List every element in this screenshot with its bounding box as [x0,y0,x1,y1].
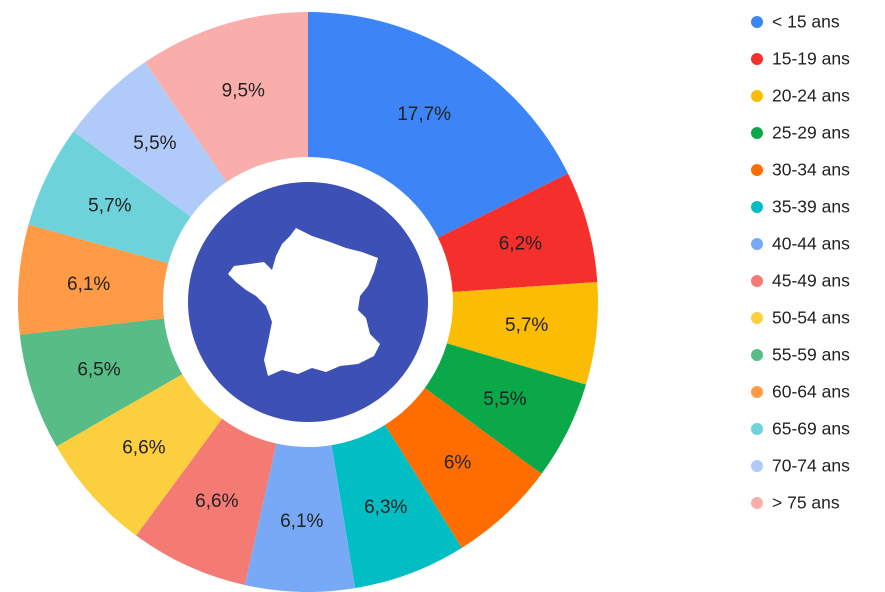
slice [384,387,542,548]
legend-swatch [751,90,763,102]
legend-swatch [751,53,763,65]
legend-label: 40-44 ans [772,234,850,254]
legend-label: 45-49 ans [772,271,850,291]
legend-swatch [751,349,763,361]
slice-label: 6,1% [280,511,323,532]
slice [244,443,356,592]
legend: < 15 ans 15-19 ans 20-24 ans 25-29 ans 30-34… [751,12,850,513]
slice [446,281,598,385]
legend-label: > 75 ans [772,493,840,513]
legend-label: 65-69 ans [772,419,850,439]
slice-label: 6,1% [67,274,110,295]
legend-swatch [751,460,763,472]
slice [424,343,586,474]
legend-swatch [751,201,763,213]
slice [73,62,227,217]
legend-swatch [751,164,763,176]
legend-label: 55-59 ans [772,345,850,365]
legend-swatch [751,275,763,287]
slice [19,318,183,447]
legend-label: 50-54 ans [772,308,850,328]
slice [56,374,223,536]
legend-swatch [751,16,763,28]
slice-label: 6,3% [364,497,407,518]
slice [308,12,569,238]
legend-swatch [751,312,763,324]
legend-label: < 15 ans [772,12,840,32]
legend-swatch [751,238,763,250]
legend-label: 60-64 ans [772,382,850,402]
slice-label: 6,5% [77,360,120,381]
france-map [228,228,380,376]
slice-label: 6,2% [499,234,542,255]
legend-swatch [751,497,763,509]
legend-swatch [751,127,763,139]
slice [331,424,462,589]
slice-label: 5,7% [88,195,131,216]
slice [17,224,169,335]
slice-label: 6% [444,452,472,473]
slice-label: 17,7% [397,104,451,125]
slice [136,418,277,586]
legend-swatch [751,423,763,435]
slice-label: 9,5% [222,81,265,102]
slices: 17,7% 6,2% 5,7% 5,5% 6% 6,3% 6,1% 6,6% 6,6% 6,5% 6… [17,12,598,592]
legend-label: 30-34 ans [772,160,850,180]
slice [144,12,308,183]
slice-label: 5,5% [483,389,526,410]
legend-label: 25-29 ans [772,123,850,143]
legend-swatch [751,386,763,398]
legend-label: 15-19 ans [772,49,850,69]
slice-label: 6,6% [122,438,165,459]
legend-label: 35-39 ans [772,197,850,217]
slice [438,173,598,292]
slice-label: 6,6% [195,491,238,512]
slice-label: 5,5% [133,133,176,154]
slice [28,131,191,264]
legend-label: 20-24 ans [772,86,850,106]
slice-label: 5,7% [505,315,548,336]
legend-label: 70-74 ans [772,456,850,476]
